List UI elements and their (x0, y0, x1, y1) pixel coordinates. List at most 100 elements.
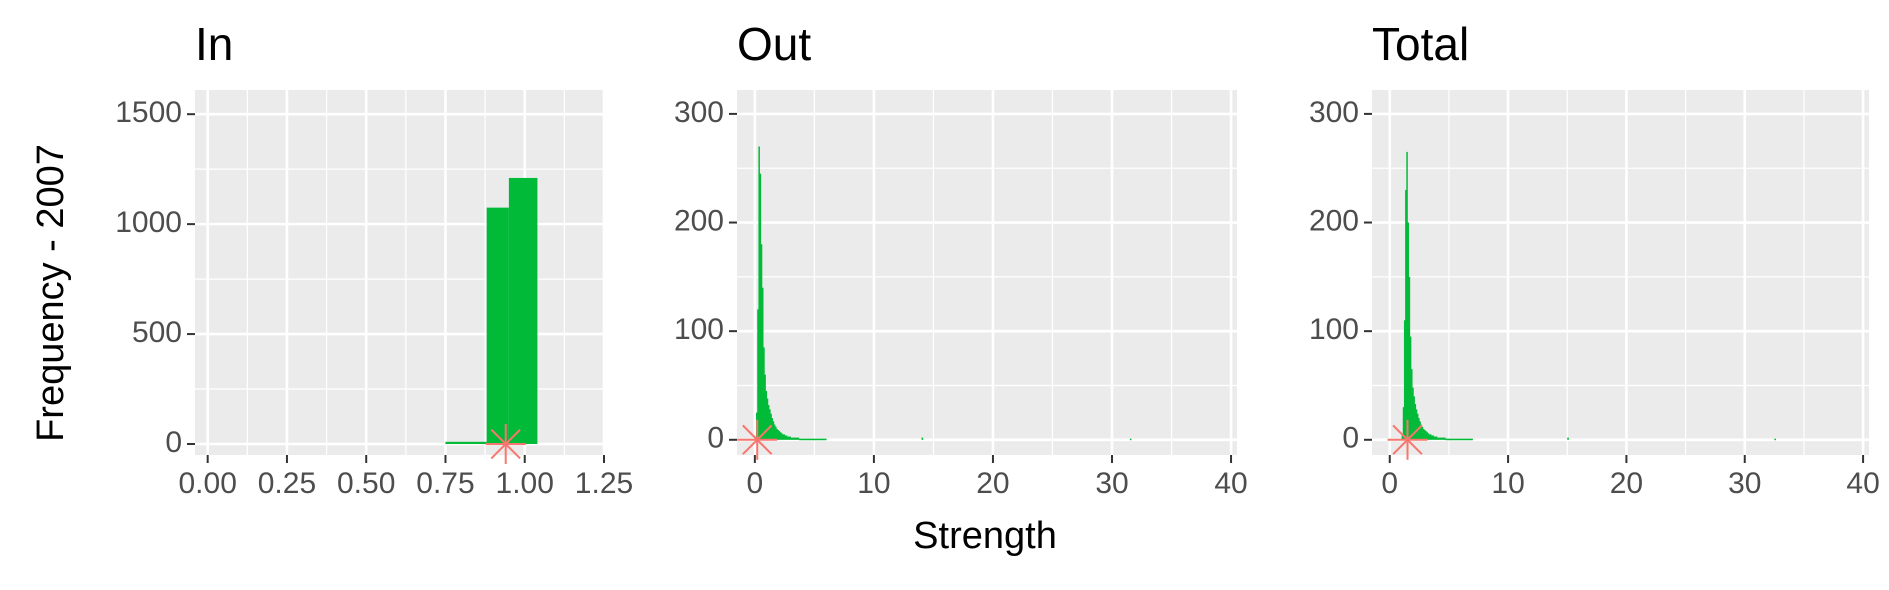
histogram-bar (773, 424, 776, 440)
histogram-bar (790, 437, 793, 440)
histogram-bar (821, 438, 824, 441)
histogram-bar (789, 436, 791, 440)
histogram-bar (823, 438, 826, 441)
asterisk-stroke (1392, 424, 1423, 455)
x-tick-label: 0 (747, 467, 764, 500)
y-tick-label: 100 (674, 313, 724, 346)
histogram-bar (759, 173, 762, 440)
y-tick-label: 200 (1309, 204, 1359, 237)
asterisk-stroke (742, 424, 773, 455)
histogram-bar (787, 436, 789, 440)
histogram-bar (1407, 222, 1409, 440)
histogram-bar (758, 146, 760, 440)
histogram-bar (1434, 436, 1437, 440)
histogram-bar (771, 418, 774, 440)
y-tick-label: 0 (1342, 422, 1359, 455)
x-tick-label: 30 (1728, 467, 1761, 500)
histogram-bar (802, 438, 804, 441)
histogram-bar (785, 435, 788, 440)
histogram-bar (763, 347, 765, 440)
histogram-bar (769, 409, 771, 440)
y-tick-label: 0 (707, 422, 724, 455)
panel-title: In (195, 18, 233, 70)
histogram-bar (1431, 435, 1433, 440)
histogram-bar (1466, 438, 1469, 441)
histogram-bar (1471, 438, 1473, 441)
y-tick-label: 300 (674, 96, 724, 129)
x-tick-label: 20 (976, 467, 1009, 500)
y-tick-label: 500 (132, 316, 182, 349)
histogram-bar (760, 244, 763, 440)
histogram-bar (1421, 426, 1424, 440)
histogram-bar (921, 437, 924, 440)
histogram-bar (1129, 438, 1132, 441)
y-tick-label: 300 (1309, 96, 1359, 129)
histogram-bar (798, 438, 801, 441)
histogram-bar (1457, 438, 1459, 441)
panel-background (737, 90, 1237, 455)
histogram-bar (1433, 436, 1436, 440)
histogram-bar (1424, 430, 1426, 440)
x-tick-label: 0.75 (416, 467, 474, 500)
histogram-bar (772, 421, 775, 440)
histogram-bar (804, 438, 807, 441)
histogram-bar (766, 398, 769, 440)
histogram-bar (1454, 438, 1457, 441)
panel-background (195, 90, 604, 455)
histogram-bar (819, 438, 821, 441)
histogram-bar (1419, 421, 1421, 440)
x-tick-label: 0.25 (258, 467, 316, 500)
histogram-bar (797, 437, 800, 440)
histogram-bar (796, 437, 799, 440)
histogram-bar (1425, 431, 1427, 440)
histogram-bar (767, 405, 770, 440)
histogram-bar (1429, 434, 1432, 440)
histogram-bar (1427, 433, 1430, 440)
histogram-bar (757, 309, 759, 440)
histogram-bar (1456, 438, 1458, 441)
x-tick-label: 10 (1491, 467, 1524, 500)
histogram-bar (1439, 437, 1441, 440)
histogram-bar (1444, 437, 1446, 440)
histogram-bar (807, 438, 809, 441)
histogram-bar (816, 438, 819, 441)
asterisk-stroke (490, 428, 521, 460)
histogram-bar (808, 438, 810, 441)
histogram-bar (809, 438, 812, 441)
histogram-bar (812, 438, 814, 441)
histogram-bar (1445, 438, 1447, 441)
x-axis-title: Strength (913, 515, 1057, 557)
panel-title: Total (1372, 18, 1469, 70)
histogram-bar (803, 438, 806, 441)
histogram-bar (1402, 407, 1405, 440)
histogram-bar (1414, 403, 1417, 440)
histogram-bar (1448, 438, 1451, 441)
histogram-bar (1437, 437, 1439, 440)
x-tick-label: 20 (1610, 467, 1643, 500)
histogram-bar (782, 434, 784, 440)
histogram-bar (1406, 151, 1408, 440)
histogram-bar (1567, 437, 1569, 440)
histogram-bar (1408, 276, 1411, 440)
histogram-bar (486, 207, 509, 445)
asterisk-marker (1387, 419, 1428, 460)
histogram-bar (1422, 428, 1425, 440)
histogram-bar (765, 390, 768, 440)
histogram-bar (1403, 320, 1406, 440)
histogram-bar (775, 426, 777, 440)
histogram-bar (1464, 438, 1466, 441)
histogram-bar (1432, 435, 1434, 440)
x-tick-label: 0 (1381, 467, 1398, 500)
histogram-bar (1459, 438, 1462, 441)
histogram-bar (445, 441, 487, 445)
histogram-bar (1440, 437, 1443, 440)
x-tick-label: 10 (857, 467, 890, 500)
histogram-bar (810, 438, 813, 441)
x-tick-label: 0.50 (337, 467, 395, 500)
histogram-bar (1458, 438, 1460, 441)
x-tick-label: 40 (1214, 467, 1247, 500)
histogram-bar (1435, 436, 1438, 440)
histogram-bar (822, 438, 825, 441)
y-axis-title: Frequency - 2007 (30, 144, 72, 442)
